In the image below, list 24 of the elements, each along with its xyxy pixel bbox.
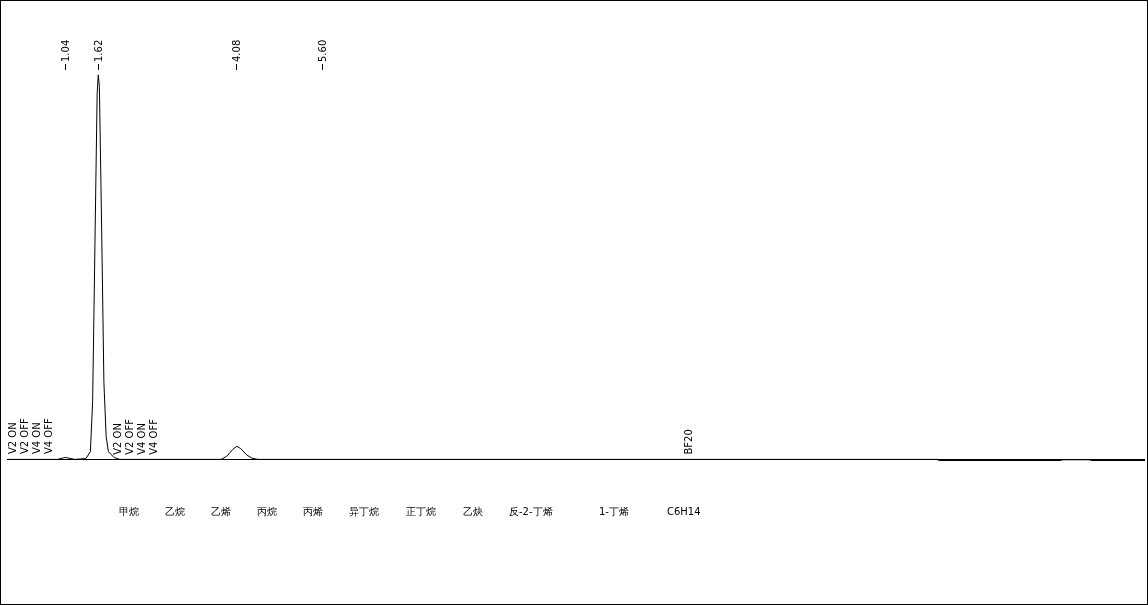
text: C6H14 — [667, 506, 701, 517]
text: 丙烷 — [257, 506, 277, 517]
text: 乙烯 — [211, 506, 231, 517]
annotation: V2 ON — [7, 422, 19, 455]
annotation: BF20 — [682, 429, 694, 455]
text: 异丁烷 — [349, 506, 379, 517]
annotation: V2 OFF — [124, 418, 136, 455]
text: 乙炔 — [463, 506, 483, 517]
annotation: V4 ON — [31, 422, 43, 455]
text: 反-2-丁烯 — [509, 506, 553, 517]
annotation: V4 OFF — [148, 418, 160, 455]
text: 甲烷 — [119, 506, 139, 517]
text: 1-丁烯 — [599, 506, 629, 517]
annotation: V2 ON — [112, 423, 124, 455]
text: 乙烷 — [165, 506, 185, 517]
text: 丙烯 — [303, 506, 323, 517]
x-tick-label: 1.04 — [59, 39, 71, 62]
annotation: V2 OFF — [19, 418, 31, 455]
annotation: V4 ON — [136, 423, 148, 455]
x-tick-label: 1.62 — [92, 39, 104, 62]
text: 正丁烷 — [406, 506, 436, 517]
annotation: V4 OFF — [43, 418, 55, 455]
x-tick-label: 5.60 — [316, 39, 328, 62]
x-tick-label: 4.08 — [231, 39, 243, 62]
